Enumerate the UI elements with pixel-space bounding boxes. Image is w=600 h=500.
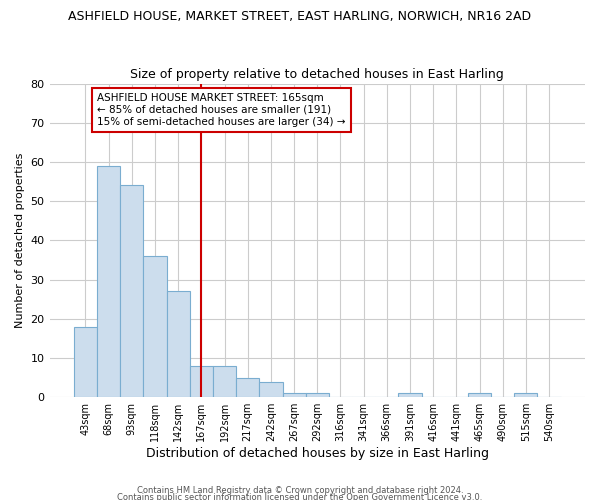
Bar [190,366,213,397]
X-axis label: Distribution of detached houses by size in East Harling: Distribution of detached houses by size … [146,447,489,460]
Bar [398,394,422,397]
Bar [514,394,538,397]
Bar [283,394,305,397]
Bar [143,256,167,397]
Bar [167,292,190,397]
Text: Contains public sector information licensed under the Open Government Licence v3: Contains public sector information licen… [118,494,482,500]
Bar [213,366,236,397]
Title: Size of property relative to detached houses in East Harling: Size of property relative to detached ho… [130,68,504,81]
Y-axis label: Number of detached properties: Number of detached properties [15,152,25,328]
Bar [74,326,97,397]
Bar [259,382,283,397]
Bar [468,394,491,397]
Bar [236,378,259,397]
Text: Contains HM Land Registry data © Crown copyright and database right 2024.: Contains HM Land Registry data © Crown c… [137,486,463,495]
Text: ASHFIELD HOUSE, MARKET STREET, EAST HARLING, NORWICH, NR16 2AD: ASHFIELD HOUSE, MARKET STREET, EAST HARL… [68,10,532,23]
Text: ASHFIELD HOUSE MARKET STREET: 165sqm
← 85% of detached houses are smaller (191)
: ASHFIELD HOUSE MARKET STREET: 165sqm ← 8… [97,94,346,126]
Bar [305,394,329,397]
Bar [97,166,120,397]
Bar [120,186,143,397]
